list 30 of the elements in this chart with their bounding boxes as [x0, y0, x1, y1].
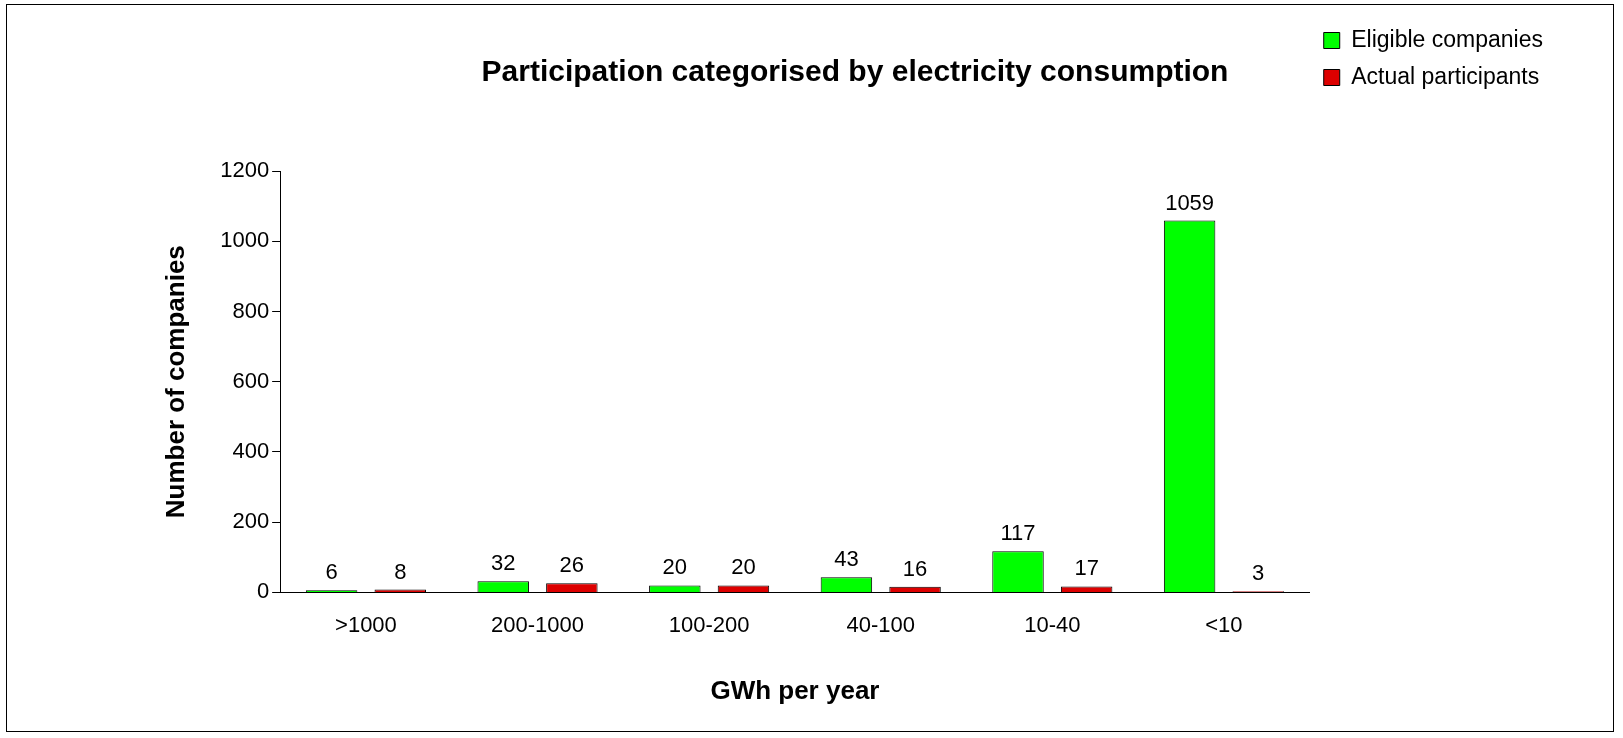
data-label: 20: [662, 554, 688, 580]
data-label: 16: [902, 555, 928, 581]
x-tick-label: 10-40: [1024, 611, 1081, 637]
x-tick-label: 40-100: [846, 611, 915, 637]
x-tick-label: <10: [1205, 611, 1243, 637]
y-tick-label: 1000: [220, 227, 270, 253]
y-tick-label: 1200: [220, 157, 270, 183]
data-label: 6: [325, 559, 338, 585]
data-label: 17: [1074, 555, 1099, 581]
x-axis-title: GWh per year: [710, 674, 880, 705]
legend-label: Eligible companies: [1351, 25, 1544, 52]
data-label: 3: [1252, 560, 1265, 586]
y-axis-title: Number of companies: [159, 245, 190, 519]
y-tick-label: 600: [232, 367, 270, 393]
x-tick-label: >1000: [335, 611, 397, 637]
x-tick-label: 200-1000: [491, 611, 585, 637]
y-tick-label: 800: [232, 297, 270, 323]
data-label: 1059: [1165, 189, 1215, 215]
data-label: 43: [834, 546, 859, 572]
x-tick-label: 100-200: [668, 611, 750, 637]
data-label: 32: [490, 550, 516, 576]
y-tick-label: 200: [232, 508, 270, 534]
data-label: 20: [731, 554, 756, 580]
data-label: 117: [1000, 520, 1036, 546]
y-tick-label: 0: [256, 578, 270, 604]
data-label: 26: [559, 552, 585, 578]
legend-label: Actual participants: [1351, 62, 1540, 89]
y-tick-label: 400: [232, 438, 270, 463]
data-label: 8: [394, 558, 407, 584]
chart-title: Participation categorised by electricity consumption: [481, 54, 1229, 88]
